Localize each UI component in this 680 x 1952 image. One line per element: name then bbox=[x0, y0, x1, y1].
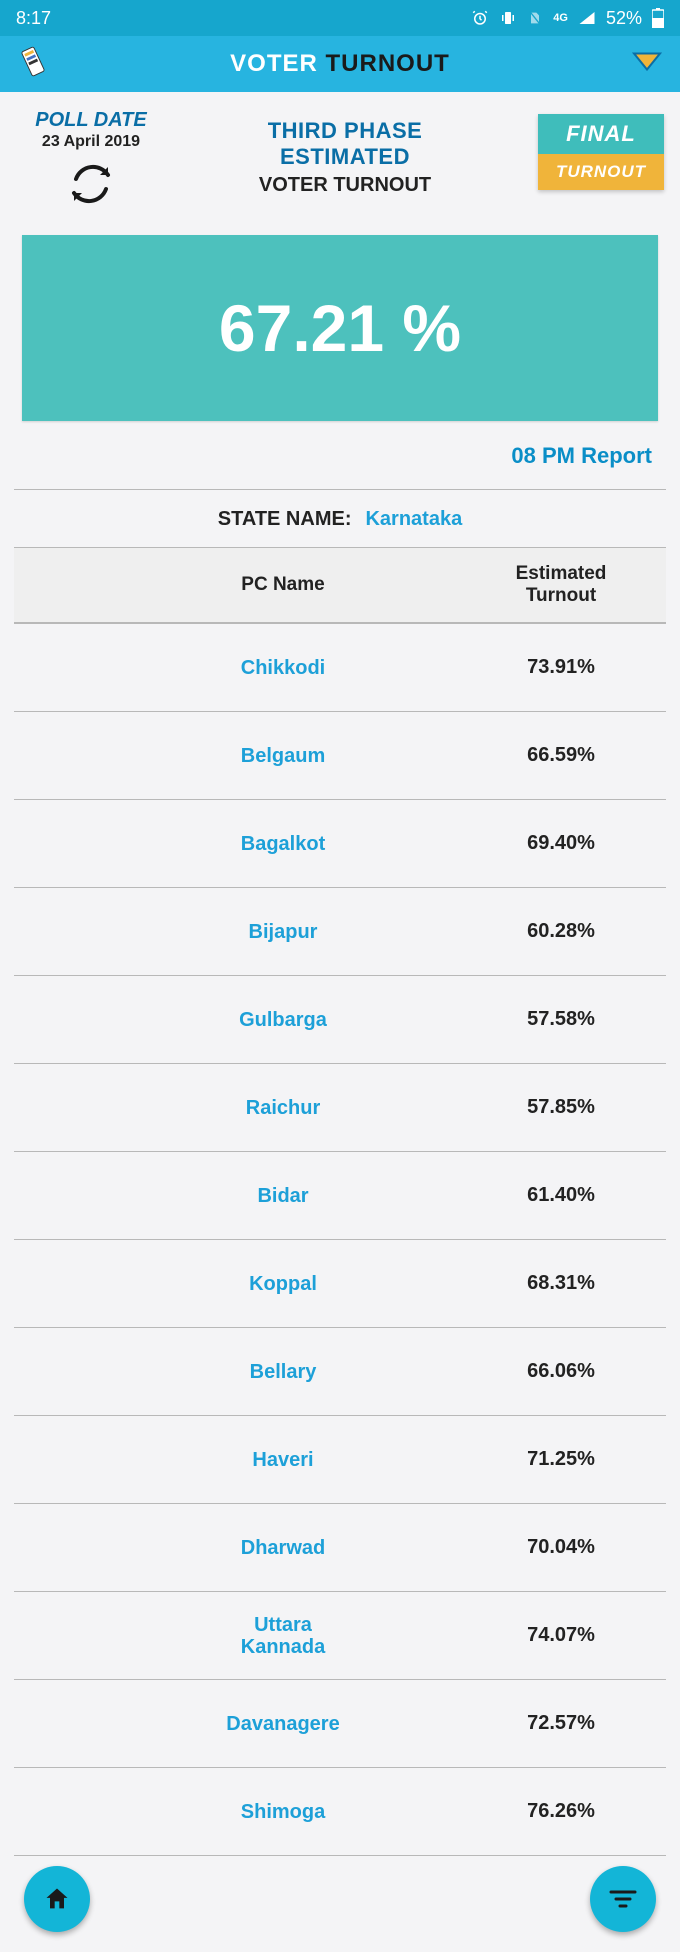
turnout-value: 66.06% bbox=[456, 1360, 666, 1383]
report-time: 08 PM Report bbox=[0, 429, 680, 489]
pc-name[interactable]: UttaraKannada bbox=[110, 1614, 456, 1658]
alarm-icon bbox=[471, 9, 489, 27]
turnout-table: PC Name Estimated Turnout Chikkodi73.91%… bbox=[0, 548, 680, 1856]
phase-line2: ESTIMATED bbox=[166, 144, 524, 170]
table-row[interactable]: UttaraKannada74.07% bbox=[14, 1592, 666, 1680]
table-row[interactable]: Gulbarga57.58% bbox=[14, 976, 666, 1064]
vibrate-icon bbox=[499, 9, 517, 27]
table-row[interactable]: Dharwad70.04% bbox=[14, 1504, 666, 1592]
phase-sub: VOTER TURNOUT bbox=[166, 174, 524, 197]
refresh-button[interactable] bbox=[16, 161, 166, 207]
turnout-value: 70.04% bbox=[456, 1536, 666, 1559]
badge-top: FINAL bbox=[538, 114, 664, 154]
turnout-value: 57.58% bbox=[456, 1008, 666, 1031]
state-row: STATE NAME: Karnataka bbox=[0, 490, 680, 547]
pc-name[interactable]: Koppal bbox=[110, 1273, 456, 1295]
pc-name[interactable]: Belgaum bbox=[110, 745, 456, 767]
poll-date-block: POLL DATE 23 April 2019 bbox=[16, 110, 166, 207]
poll-date-value: 23 April 2019 bbox=[16, 133, 166, 151]
th-turnout: Estimated Turnout bbox=[456, 563, 666, 607]
table-row[interactable]: Belgaum66.59% bbox=[14, 712, 666, 800]
pc-name[interactable]: Bellary bbox=[110, 1361, 456, 1383]
table-row[interactable]: Koppal68.31% bbox=[14, 1240, 666, 1328]
turnout-value: 57.85% bbox=[456, 1096, 666, 1119]
app-bar: VOTER TURNOUT bbox=[0, 36, 680, 92]
th-turnout-l2: Turnout bbox=[526, 585, 596, 606]
app-title-part1: VOTER bbox=[230, 50, 325, 77]
signal-icon bbox=[578, 10, 596, 26]
turnout-value: 76.26% bbox=[456, 1800, 666, 1823]
table-row[interactable]: Haveri71.25% bbox=[14, 1416, 666, 1504]
battery-percent: 52% bbox=[606, 8, 642, 29]
app-title: VOTER TURNOUT bbox=[230, 50, 450, 78]
turnout-value: 69.40% bbox=[456, 832, 666, 855]
status-right: 4G 52% bbox=[471, 8, 664, 29]
pc-name[interactable]: Chikkodi bbox=[110, 657, 456, 679]
overall-percent: 67.21 % bbox=[219, 290, 461, 366]
pc-name[interactable]: Dharwad bbox=[110, 1537, 456, 1559]
turnout-value: 74.07% bbox=[456, 1624, 666, 1647]
table-header: PC Name Estimated Turnout bbox=[14, 548, 666, 624]
network-label: 4G bbox=[553, 12, 568, 24]
battery-icon bbox=[652, 8, 664, 28]
table-row[interactable]: Chikkodi73.91% bbox=[14, 624, 666, 712]
table-row[interactable]: Davanagere72.57% bbox=[14, 1680, 666, 1768]
pc-name[interactable]: Bijapur bbox=[110, 921, 456, 943]
pc-name[interactable]: Gulbarga bbox=[110, 1009, 456, 1031]
state-value[interactable]: Karnataka bbox=[365, 508, 462, 531]
final-turnout-badge: FINAL TURNOUT bbox=[538, 114, 664, 190]
no-sim-icon bbox=[527, 9, 543, 27]
pc-name[interactable]: Shimoga bbox=[110, 1801, 456, 1823]
info-row: POLL DATE 23 April 2019 THIRD PHASE ESTI… bbox=[0, 92, 680, 217]
table-rows: Chikkodi73.91%Belgaum66.59%Bagalkot69.40… bbox=[14, 624, 666, 1856]
pc-name[interactable]: Raichur bbox=[110, 1097, 456, 1119]
turnout-value: 72.57% bbox=[456, 1712, 666, 1735]
filter-fab[interactable] bbox=[590, 1866, 656, 1932]
phase-block: THIRD PHASE ESTIMATED VOTER TURNOUT bbox=[166, 110, 524, 197]
turnout-value: 73.91% bbox=[456, 656, 666, 679]
poll-date-label: POLL DATE bbox=[16, 110, 166, 131]
turnout-value: 66.59% bbox=[456, 744, 666, 767]
overall-percent-card: 67.21 % bbox=[22, 235, 658, 421]
pc-name[interactable]: Bagalkot bbox=[110, 833, 456, 855]
state-label: STATE NAME: bbox=[218, 508, 352, 531]
turnout-value: 68.31% bbox=[456, 1272, 666, 1295]
turnout-value: 61.40% bbox=[456, 1184, 666, 1207]
home-fab[interactable] bbox=[24, 1866, 90, 1932]
pc-name[interactable]: Haveri bbox=[110, 1449, 456, 1471]
table-row[interactable]: Bellary66.06% bbox=[14, 1328, 666, 1416]
table-row[interactable]: Bagalkot69.40% bbox=[14, 800, 666, 888]
badge-block: FINAL TURNOUT bbox=[524, 110, 664, 190]
table-row[interactable]: Raichur57.85% bbox=[14, 1064, 666, 1152]
turnout-value: 60.28% bbox=[456, 920, 666, 943]
chevron-down-icon[interactable] bbox=[632, 50, 662, 79]
badge-bottom: TURNOUT bbox=[538, 154, 664, 190]
status-bar: 8:17 4G 52% bbox=[0, 0, 680, 36]
status-time: 8:17 bbox=[16, 8, 51, 29]
turnout-value: 71.25% bbox=[456, 1448, 666, 1471]
pc-name[interactable]: Bidar bbox=[110, 1185, 456, 1207]
phase-line1: THIRD PHASE bbox=[166, 118, 524, 144]
th-pc-name: PC Name bbox=[110, 574, 456, 596]
th-turnout-l1: Estimated bbox=[516, 563, 607, 584]
table-row[interactable]: Bidar61.40% bbox=[14, 1152, 666, 1240]
table-row[interactable]: Bijapur60.28% bbox=[14, 888, 666, 976]
table-row[interactable]: Shimoga76.26% bbox=[14, 1768, 666, 1856]
pc-name[interactable]: Davanagere bbox=[110, 1713, 456, 1735]
eci-logo-icon[interactable] bbox=[14, 43, 52, 86]
app-title-part2: TURNOUT bbox=[326, 50, 450, 77]
